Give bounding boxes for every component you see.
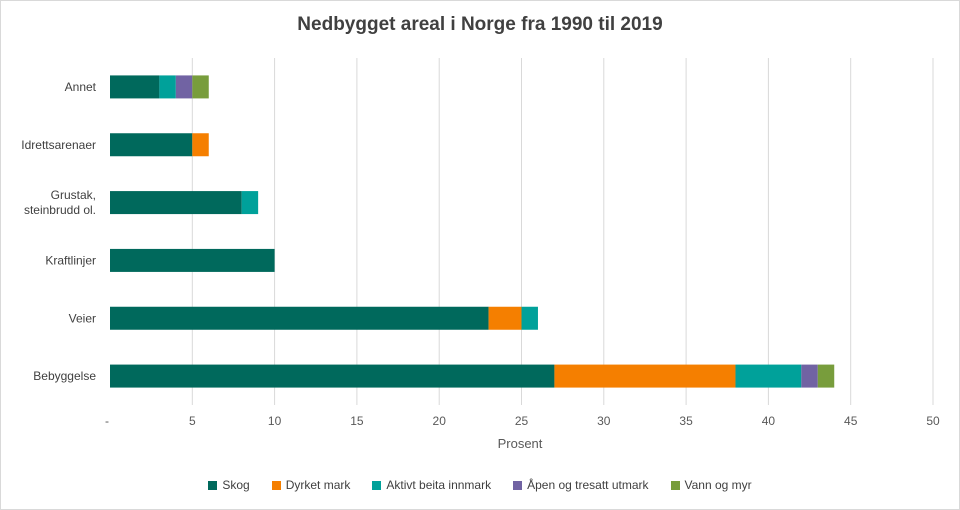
legend-item: Dyrket mark bbox=[271, 478, 351, 492]
x-tick-label: 15 bbox=[350, 414, 364, 428]
legend-swatch bbox=[513, 480, 523, 490]
x-tick-label: - bbox=[105, 414, 109, 428]
bar-segment bbox=[159, 75, 176, 99]
bar-segment bbox=[192, 75, 209, 99]
bar-segment bbox=[110, 75, 160, 99]
x-tick-label: 50 bbox=[926, 414, 940, 428]
category-label: Grustak, bbox=[51, 188, 96, 202]
legend: Skog Dyrket mark Aktivt beita innmark Åpen … bbox=[0, 478, 960, 492]
category-label: Kraftlinjer bbox=[45, 253, 96, 267]
x-tick-label: 5 bbox=[189, 414, 196, 428]
legend-item: Skog bbox=[208, 478, 250, 492]
bar-segment bbox=[554, 364, 736, 388]
legend-swatch bbox=[208, 480, 218, 490]
legend-swatch bbox=[670, 480, 680, 490]
bar-segment bbox=[110, 191, 242, 215]
legend-label: Skog bbox=[222, 478, 250, 492]
x-tick-label: 35 bbox=[679, 414, 693, 428]
bar-segment bbox=[241, 191, 259, 215]
category-label: Annet bbox=[65, 80, 97, 94]
bar-segment bbox=[110, 248, 275, 272]
legend-item: Åpen og tresatt utmark bbox=[513, 478, 649, 492]
x-tick-label: 40 bbox=[762, 414, 776, 428]
legend-label: Vann og myr bbox=[684, 478, 752, 492]
category-label: Bebyggelse bbox=[33, 369, 96, 383]
legend-label: Aktivt beita innmark bbox=[386, 478, 492, 492]
category-label: Idrettsarenaer bbox=[21, 138, 96, 152]
bar-segment bbox=[521, 306, 538, 330]
bar-segment bbox=[175, 75, 193, 99]
category-label: steinbrudd ol. bbox=[24, 203, 96, 217]
legend-label: Åpen og tresatt utmark bbox=[527, 478, 649, 492]
bar-segment bbox=[801, 364, 818, 388]
legend-item: Vann og myr bbox=[670, 478, 752, 492]
bar-segment bbox=[110, 364, 555, 388]
category-label: Veier bbox=[69, 311, 96, 325]
x-tick-label: 25 bbox=[515, 414, 529, 428]
bar-segment bbox=[110, 306, 489, 330]
x-tick-label: 30 bbox=[597, 414, 611, 428]
chart-title: Nedbygget areal i Norge fra 1990 til 201… bbox=[297, 14, 663, 35]
x-tick-label: 20 bbox=[433, 414, 447, 428]
x-tick-label: 45 bbox=[844, 414, 858, 428]
legend-item: Aktivt beita innmark bbox=[372, 478, 491, 492]
legend-label: Dyrket mark bbox=[285, 478, 351, 492]
bar-segment bbox=[735, 364, 802, 388]
legend-swatch bbox=[372, 480, 382, 490]
bar-segment bbox=[488, 306, 522, 330]
legend-swatch bbox=[271, 480, 281, 490]
x-tick-label: 10 bbox=[268, 414, 282, 428]
bar-segment bbox=[110, 133, 193, 157]
bar-segment bbox=[817, 364, 835, 388]
x-axis-title: Prosent bbox=[498, 436, 543, 451]
bar-segment bbox=[192, 133, 209, 157]
